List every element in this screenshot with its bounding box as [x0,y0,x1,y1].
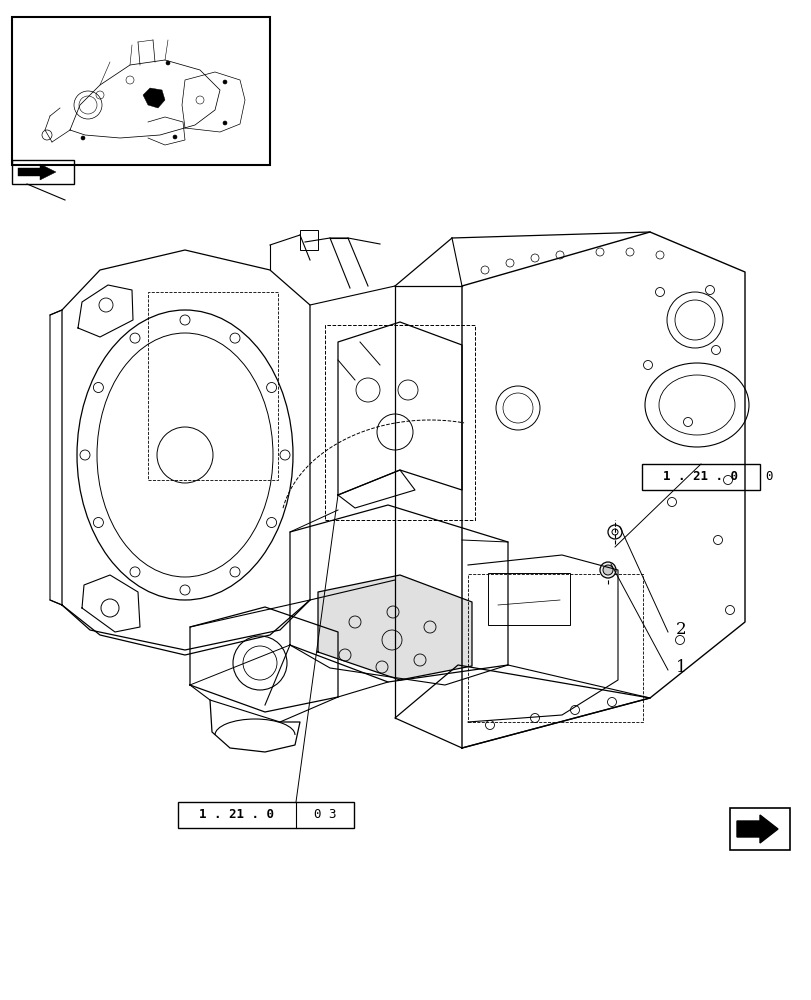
Bar [12,160,74,184]
Circle shape [603,565,612,575]
Text: 1 . 21 . 0: 1 . 21 . 0 [663,471,737,484]
Bar [729,808,789,850]
Text: 2: 2 [676,621,686,639]
Polygon shape [318,575,471,680]
Circle shape [599,562,616,578]
Bar [324,325,474,520]
Polygon shape [18,164,56,180]
Polygon shape [736,815,777,843]
Bar [148,292,277,480]
Circle shape [223,80,227,84]
Text: 0 3: 0 3 [313,808,336,822]
Text: 0: 0 [764,471,771,484]
Bar [299,230,318,250]
Text: 1 . 21 . 0: 1 . 21 . 0 [200,808,274,822]
Bar [642,464,759,490]
Bar [12,17,270,165]
Circle shape [223,121,227,125]
Bar [467,574,642,722]
Circle shape [173,135,177,139]
Circle shape [81,136,85,140]
Circle shape [165,61,169,65]
Text: 1: 1 [676,658,686,676]
Polygon shape [143,88,165,108]
Bar [178,802,354,828]
Bar [487,573,569,625]
